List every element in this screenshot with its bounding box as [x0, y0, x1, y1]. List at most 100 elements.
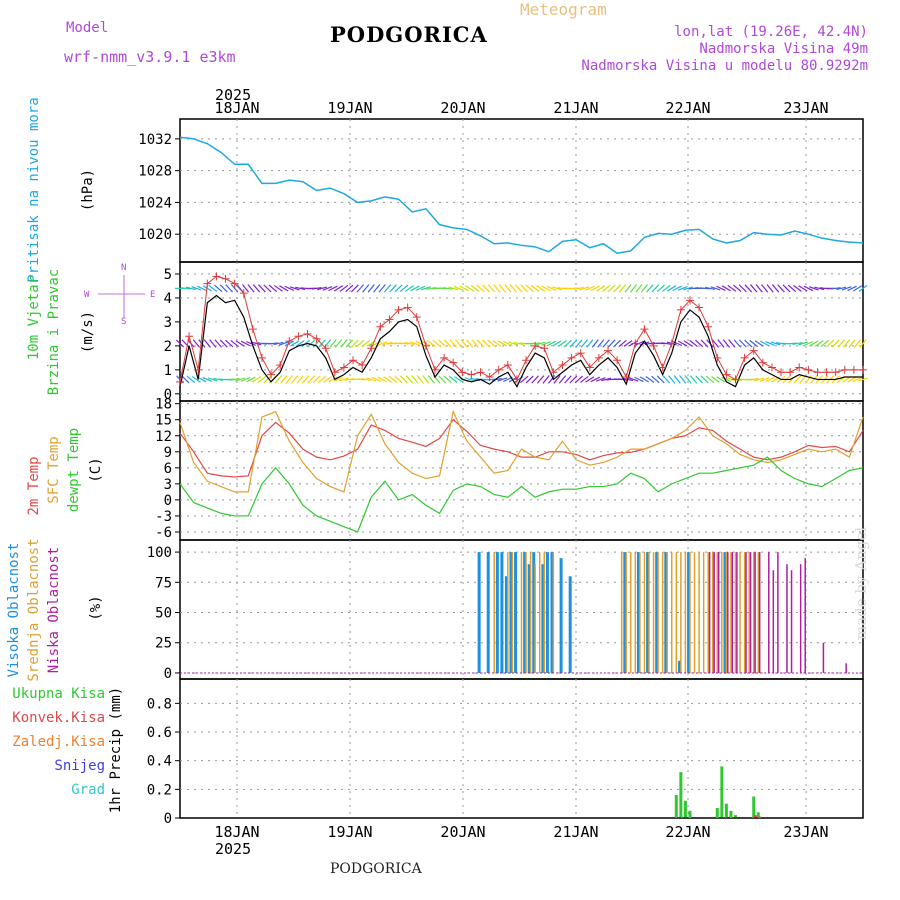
wind-arrow	[733, 339, 742, 348]
low-cloud-bar	[745, 552, 747, 673]
wind-arrow	[530, 284, 540, 292]
y-tick-label-4-4: 0	[164, 811, 172, 827]
y-tick-label-2-0: 18	[155, 397, 172, 413]
wind-arrow	[247, 284, 255, 293]
total-precip-bar	[688, 810, 692, 818]
wind-arrow	[695, 375, 703, 384]
wind-arrow	[388, 375, 398, 384]
high-cloud-bar	[495, 552, 499, 673]
wind-arrow	[498, 284, 506, 293]
wind-arrow	[389, 284, 397, 293]
wind-arrow	[803, 285, 814, 292]
wind-speed-line	[179, 294, 863, 388]
wind-arrow	[809, 340, 819, 347]
wind-arrow	[640, 284, 649, 293]
wind-arrow	[279, 285, 289, 292]
gust-marker	[667, 339, 676, 348]
top-day-label-0: 18JAN	[214, 99, 259, 117]
wind-label-unit: (m/s)	[80, 311, 96, 353]
mid-cloud-bar	[639, 552, 641, 673]
wind-arrow	[668, 375, 676, 384]
wind-arrow	[563, 339, 573, 348]
gust-marker	[613, 356, 622, 365]
wind-arrow	[366, 377, 377, 382]
compass-n: N	[121, 263, 126, 273]
wind-arrow	[427, 375, 435, 384]
wind-arrow	[464, 377, 475, 382]
low-cloud-bar	[731, 552, 734, 673]
mid-cloud-bar	[661, 552, 664, 673]
gust-marker	[777, 368, 786, 377]
wind-arrow	[580, 339, 588, 348]
gust-marker	[239, 289, 248, 298]
wind-arrow	[317, 286, 328, 291]
total-precip-bar	[683, 800, 687, 818]
wind-arrow	[481, 339, 490, 348]
wind-arrow	[771, 284, 780, 293]
high-cloud-bar	[500, 552, 504, 673]
top-day-label-1: 19JAN	[327, 99, 372, 117]
wind-arrow	[251, 341, 262, 346]
wind-arrow	[181, 339, 190, 348]
wind-arrow	[836, 286, 847, 291]
gust-marker	[740, 353, 749, 362]
high-cloud-bar	[477, 552, 481, 673]
wind-arrow	[591, 339, 599, 348]
wind-arrow	[230, 284, 239, 293]
gust-marker	[330, 368, 339, 377]
wind-arrow	[564, 375, 572, 384]
wind-arrow	[645, 375, 655, 383]
wind-arrow	[831, 339, 840, 348]
cloud-label-low: Niska Oblacnost	[46, 547, 62, 673]
wind-label-name: 10m Vjetar	[26, 276, 42, 360]
wind-arrow	[782, 284, 791, 293]
wind-arrow	[651, 375, 660, 384]
panel-frame-2	[179, 400, 864, 541]
wind-arrow	[553, 375, 561, 384]
wind-arrow	[700, 375, 709, 384]
wind-arrow	[859, 339, 867, 348]
wind-arrow	[504, 284, 512, 293]
wind-arrow	[252, 284, 261, 293]
wind-arrow	[672, 341, 683, 346]
gust-marker	[631, 339, 640, 348]
wind-arrow	[497, 340, 507, 347]
gust-marker	[849, 365, 858, 374]
total-precip-bar	[715, 807, 719, 818]
gust-marker	[676, 305, 685, 314]
elevation-label: Nadmorska Visina 49m	[699, 41, 868, 57]
wind-arrow	[569, 339, 578, 348]
wind-arrow	[416, 375, 424, 384]
gust-marker	[485, 373, 494, 382]
wind-arrow	[258, 284, 266, 293]
gust-marker	[349, 356, 358, 365]
low-cloud-bar	[713, 552, 715, 673]
y-tick-label-1-5: 0	[164, 387, 172, 403]
wind-arrow	[573, 286, 584, 290]
wind-arrow	[285, 375, 293, 384]
wind-arrow	[312, 375, 321, 384]
wind-arrow	[453, 285, 464, 291]
wind-arrow	[542, 375, 550, 384]
wind-arrow	[323, 376, 333, 383]
wind-arrow	[241, 284, 250, 293]
wind-arrow	[738, 339, 747, 348]
y-tick-label-2-1: 15	[155, 413, 172, 429]
mid-cloud-bar	[734, 552, 737, 673]
high-cloud-bar	[655, 552, 659, 673]
lonlat-label: lon,lat (19.26E, 42.4N)	[674, 24, 868, 40]
wind-arrow	[355, 378, 366, 381]
gust-marker	[285, 337, 294, 346]
wind-arrow	[677, 285, 688, 291]
wind-arrow	[700, 339, 709, 348]
wind-arrow	[493, 284, 501, 293]
text-layer: 10321028102410205432101815129630-3-61007…	[6, 86, 829, 858]
wind-arrow	[793, 375, 802, 384]
precip-legend-3: Snijeg	[54, 758, 105, 774]
wind-arrow	[400, 375, 408, 384]
wind-arrow	[852, 376, 863, 383]
wind-arrow	[515, 284, 523, 293]
wind-arrow	[487, 339, 496, 348]
page-title: PODGORICA	[330, 22, 488, 47]
y-tick-label-3-1: 75	[155, 575, 172, 591]
